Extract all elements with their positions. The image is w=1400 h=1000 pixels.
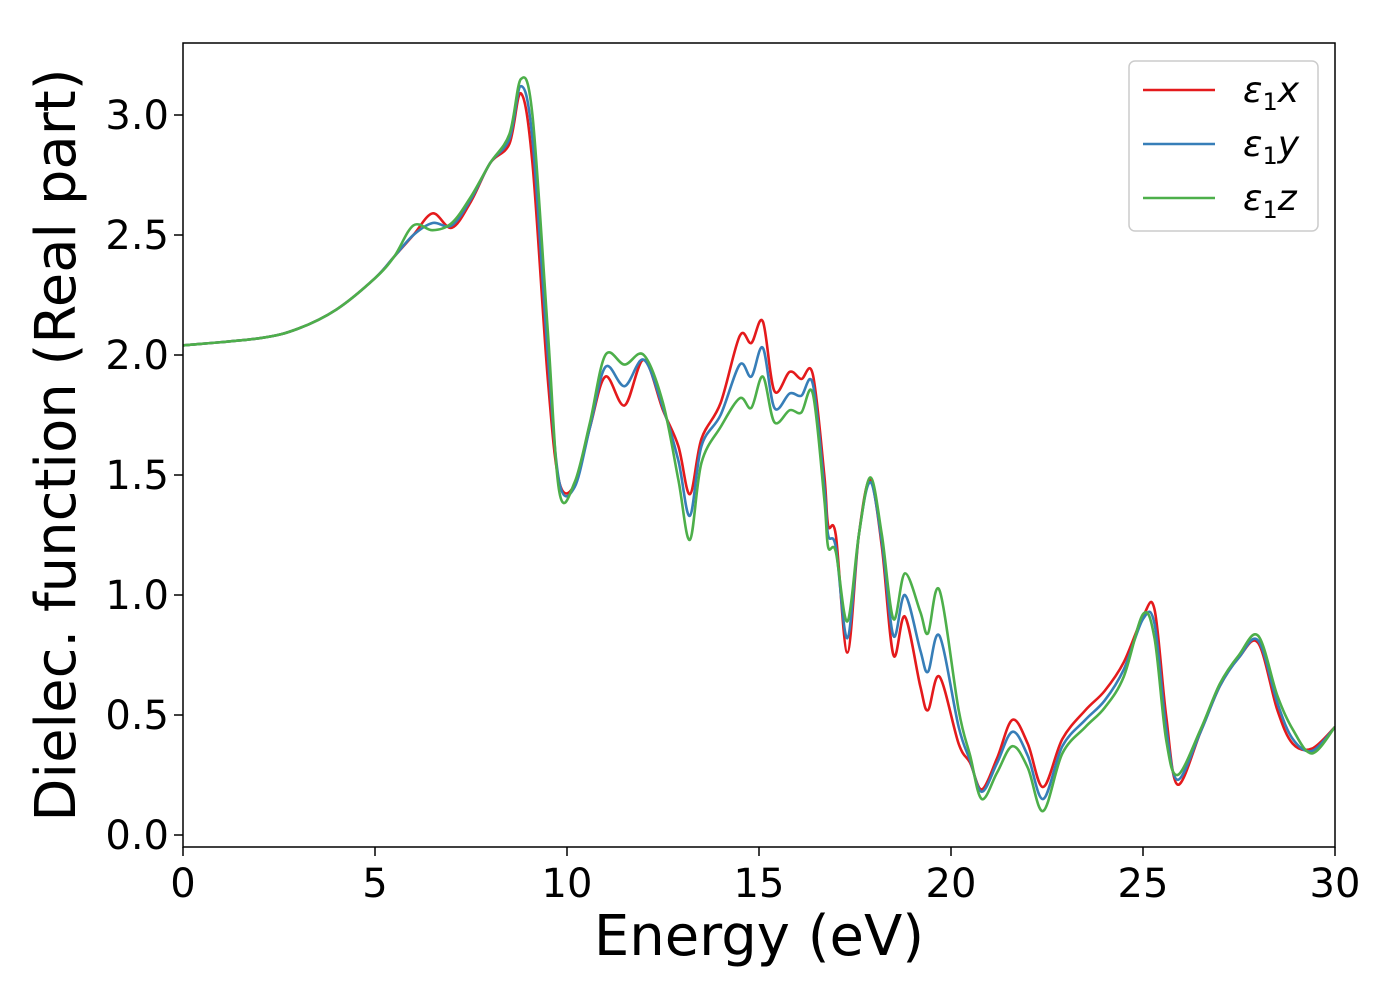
series-line-z bbox=[183, 76, 1335, 813]
y-tick-label: 1.5 bbox=[105, 453, 169, 499]
y-tick-label: 3.0 bbox=[105, 93, 169, 139]
x-tick-label: 0 bbox=[170, 861, 195, 907]
legend-label-z: ε1z bbox=[1243, 178, 1298, 224]
x-tick-label: 25 bbox=[1118, 861, 1169, 907]
y-axis-label: Dielec. function (Real part) bbox=[24, 68, 89, 821]
legend: ε1x ε1y ε1z bbox=[1128, 60, 1319, 232]
x-tick-label: 30 bbox=[1310, 861, 1361, 907]
x-tick-label: 10 bbox=[542, 861, 593, 907]
y-axis: 0.0 0.5 1.0 1.5 2.0 2.5 3.0 bbox=[105, 93, 183, 859]
x-axis-label: Energy (eV) bbox=[594, 904, 924, 969]
x-tick-label: 20 bbox=[926, 861, 977, 907]
x-axis: 0 5 10 15 20 25 30 bbox=[170, 847, 1360, 907]
y-tick-label: 2.5 bbox=[105, 213, 169, 259]
legend-items: ε1x ε1y ε1z bbox=[1143, 70, 1300, 224]
series-layer bbox=[183, 76, 1335, 813]
y-tick-label: 0.5 bbox=[105, 693, 169, 739]
y-tick-label: 2.0 bbox=[105, 333, 169, 379]
x-tick-label: 15 bbox=[734, 861, 785, 907]
legend-label-y: ε1y bbox=[1243, 124, 1300, 170]
y-tick-label: 1.0 bbox=[105, 573, 169, 619]
legend-box bbox=[1128, 60, 1319, 232]
legend-label-x: ε1x bbox=[1243, 70, 1300, 116]
y-tick-label: 0.0 bbox=[105, 813, 169, 859]
x-tick-label: 5 bbox=[362, 861, 387, 907]
